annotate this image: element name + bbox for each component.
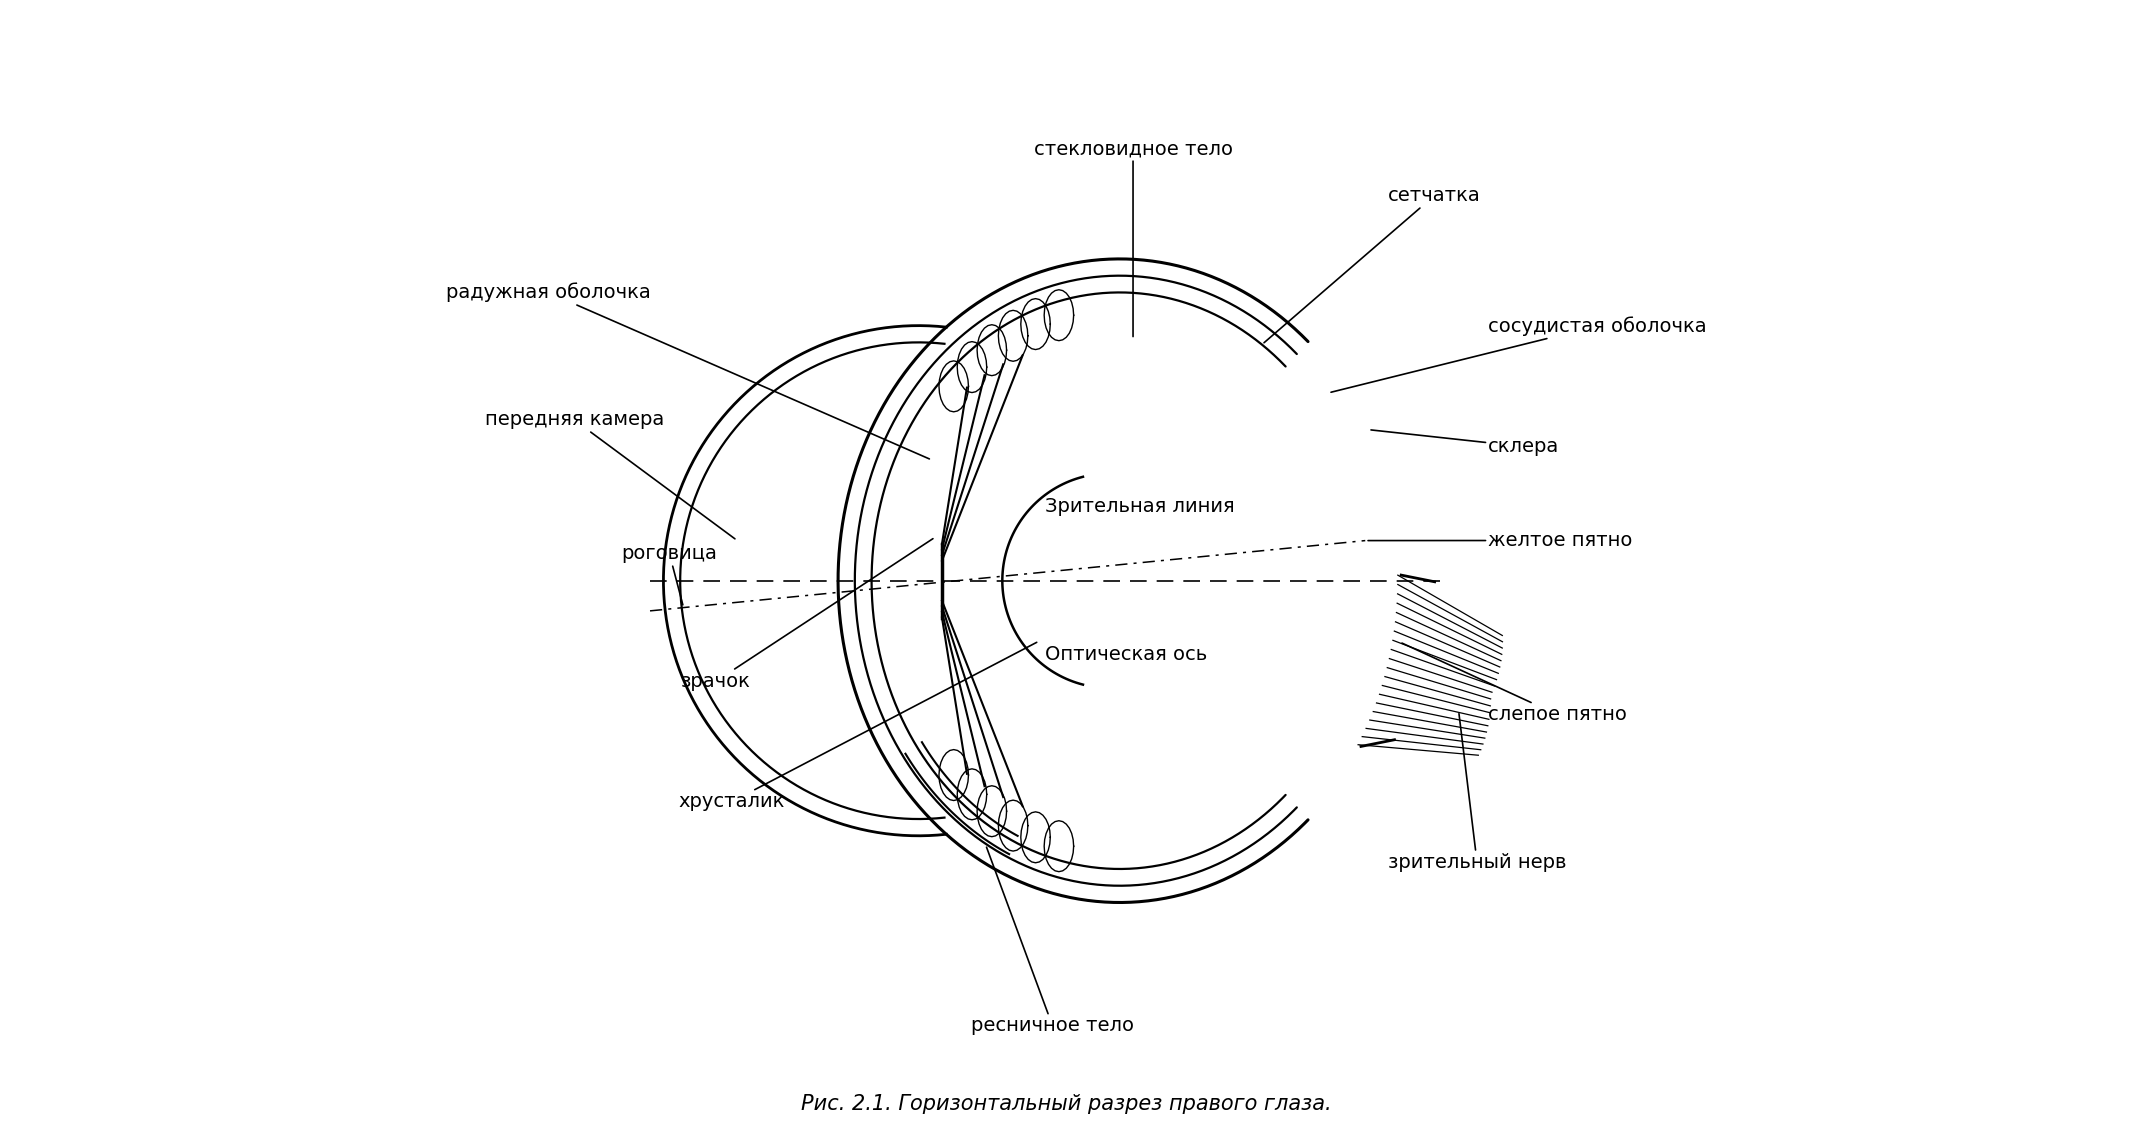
Text: сетчатка: сетчатка [1264,186,1480,343]
Text: стекловидное тело: стекловидное тело [1034,139,1232,336]
Text: желтое пятно: желтое пятно [1369,532,1633,550]
Text: склера: склера [1371,430,1561,456]
Text: передняя камера: передняя камера [484,410,736,538]
Text: сосудистая оболочка: сосудистая оболочка [1330,316,1708,393]
Text: роговица: роговица [623,544,716,605]
Text: радужная оболочка: радужная оболочка [446,282,930,459]
Text: Оптическая ось: Оптическая ось [1045,645,1207,664]
Text: ресничное тело: ресничное тело [970,847,1134,1035]
Text: зрачок: зрачок [680,538,934,691]
Text: хрусталик: хрусталик [678,643,1036,812]
Text: зрительный нерв: зрительный нерв [1388,714,1567,871]
Text: Зрительная линия: Зрительная линия [1045,497,1234,517]
Text: слепое пятно: слепое пятно [1403,643,1627,724]
Text: Рис. 2.1. Горизонтальный разрез правого глаза.: Рис. 2.1. Горизонтальный разрез правого … [802,1094,1330,1114]
